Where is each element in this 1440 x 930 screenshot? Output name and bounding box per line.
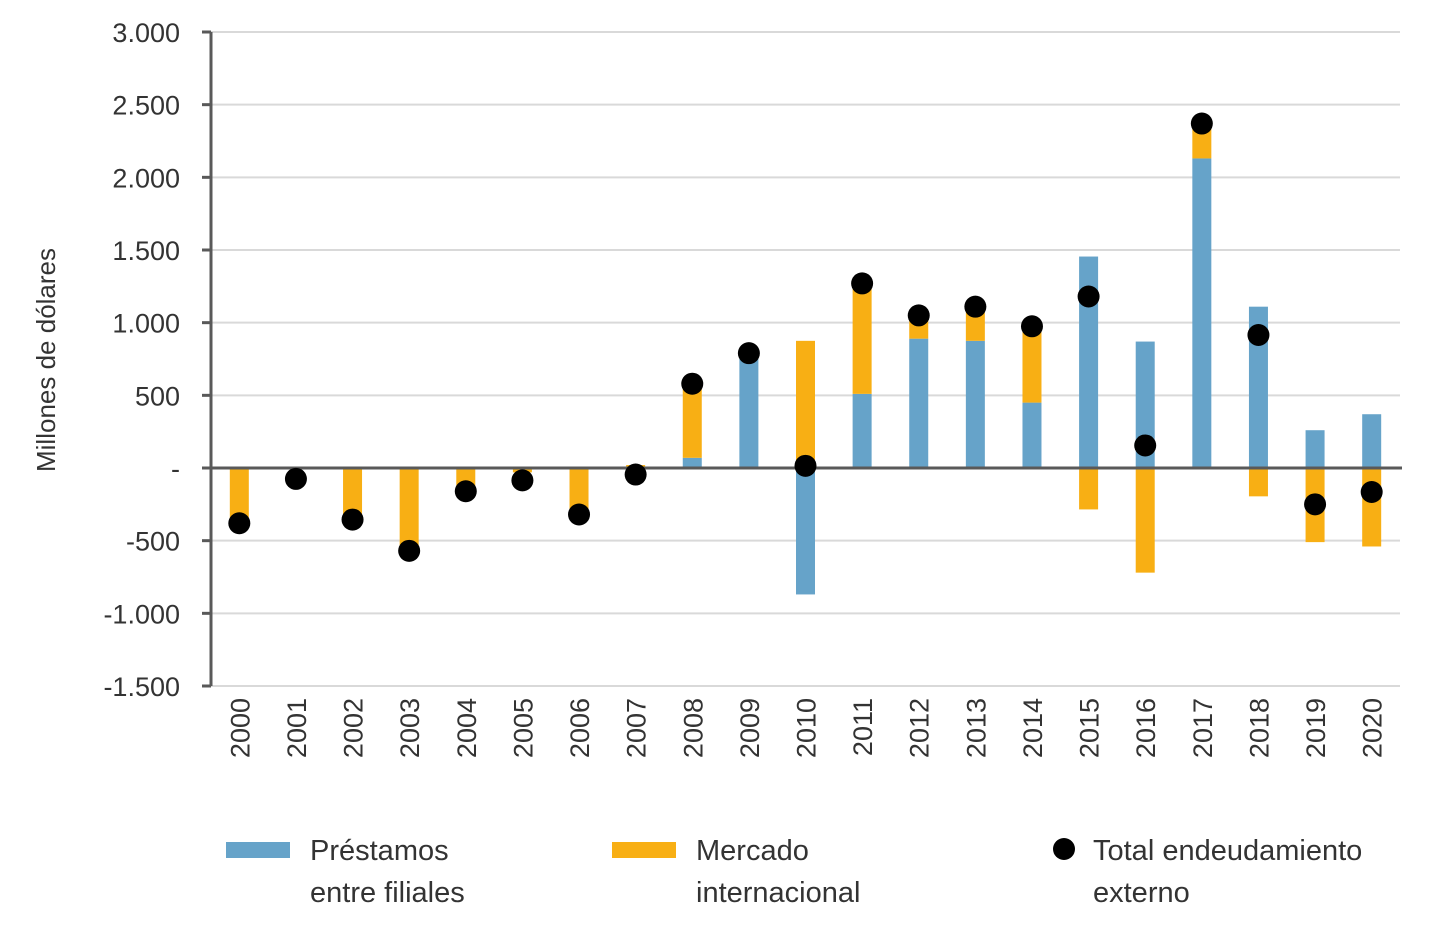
x-tick-label: 2019: [1301, 698, 1331, 758]
bar-mercado-2008: [682, 384, 702, 458]
bar-mercado-2010: [796, 340, 815, 468]
x-tick-label: 2012: [905, 698, 935, 758]
bar-mercado-2011: [852, 283, 872, 394]
y-tick-label: 500: [135, 381, 180, 411]
dot-total-2005: [511, 469, 534, 492]
bar-prestamos-2014: [1022, 402, 1042, 468]
dot-total-2013: [964, 295, 987, 318]
y-tick-label: 2.500: [112, 91, 180, 121]
x-tick-label: 2008: [678, 698, 708, 758]
x-tick-label: 2020: [1358, 698, 1388, 758]
dot-total-2011: [851, 272, 874, 295]
bar-prestamos-2019: [1305, 430, 1325, 468]
dot-total-2018: [1247, 324, 1270, 347]
bar-prestamos-2009: [739, 355, 759, 468]
dot-total-2008: [681, 372, 704, 395]
legend-label-prestamos: Préstamos entre filiales: [310, 835, 465, 909]
dot-total-2019: [1304, 493, 1327, 516]
x-tick-label: 2011: [848, 698, 878, 756]
legend-dot-total: [1053, 838, 1075, 860]
x-tick-label: 2004: [452, 698, 482, 758]
dot-total-2009: [737, 342, 760, 365]
dot-total-2004: [454, 480, 477, 503]
bar-prestamos-2018: [1248, 306, 1268, 468]
dot-total-2006: [568, 503, 591, 526]
x-tick-label: 2000: [225, 698, 255, 758]
chart: -1.500-1.000-500-5001.0001.5002.0002.500…: [31, 18, 1402, 758]
dot-total-2010: [794, 454, 817, 477]
legend-item-prestamos: Préstamos entre filiales: [226, 830, 465, 914]
bar-mercado-2020: [1362, 468, 1382, 547]
bar-mercado-2017: [1192, 128, 1212, 159]
dot-total-2015: [1077, 285, 1100, 308]
bar-mercado-2000: [229, 468, 249, 522]
legend-label-mercado: Mercado internacional: [696, 835, 861, 909]
x-tick-label: 2009: [735, 698, 765, 758]
x-tick-label: 2003: [395, 698, 425, 758]
dot-total-2000: [228, 512, 251, 535]
bars: [229, 128, 1382, 595]
bar-mercado-2016: [1135, 468, 1155, 573]
y-tick-label: -1.000: [103, 599, 180, 629]
bar-prestamos-2008: [682, 457, 702, 468]
total-dots: [228, 112, 1383, 562]
bar-prestamos-2011: [852, 393, 872, 468]
bar-prestamos-2013: [965, 340, 985, 468]
y-axis-label: Millones de dólares: [31, 248, 61, 472]
legend-item-mercado: Mercado internacional: [612, 830, 860, 914]
x-tick-label: 2010: [792, 698, 822, 758]
y-tick-label: 3.000: [112, 18, 180, 48]
bar-mercado-2015: [1079, 468, 1099, 510]
bar-mercado-2006: [569, 468, 589, 512]
bar-prestamos-2015: [1079, 256, 1099, 468]
bar-prestamos-2012: [909, 338, 929, 468]
x-tick-label: 2002: [339, 698, 369, 758]
dot-total-2017: [1190, 112, 1213, 135]
x-tick-label: 2017: [1188, 698, 1218, 758]
dot-total-2016: [1134, 434, 1157, 457]
y-tick-label: -1.500: [103, 672, 180, 702]
dot-total-2020: [1360, 480, 1383, 503]
x-tick-label: 2006: [565, 698, 595, 758]
y-tick-label: -500: [126, 527, 180, 557]
dot-total-2007: [624, 463, 647, 486]
x-tick-label: 2016: [1131, 698, 1161, 758]
x-tick-label: 2018: [1244, 698, 1274, 758]
bar-mercado-2002: [343, 468, 363, 518]
bar-prestamos-2010: [796, 468, 815, 595]
x-tick-labels: 2000 2001 2002 2003 2004 2005 2006 2007 2008 2009…: [225, 698, 1387, 758]
x-tick-label: 2007: [622, 698, 652, 758]
bar-mercado-2014: [1022, 330, 1042, 403]
y-tick-label: 2.000: [112, 163, 180, 193]
x-tick-label: 2005: [508, 698, 538, 758]
y-tick-label: -: [171, 454, 180, 484]
x-tick-label: 2013: [961, 698, 991, 758]
dot-total-2012: [907, 304, 930, 327]
legend-swatch-prestamos: [226, 842, 290, 858]
y-tick-labels: -1.500-1.000-500-5001.0001.5002.0002.500…: [103, 18, 180, 702]
dot-total-2014: [1020, 315, 1043, 338]
x-tick-label: 2015: [1075, 698, 1105, 758]
bar-prestamos-2020: [1362, 414, 1382, 468]
bar-mercado-2018: [1248, 468, 1268, 497]
legend-label-total: Total endeudamiento externo: [1093, 835, 1363, 909]
bar-mercado-2003: [399, 468, 419, 551]
x-tick-label: 2014: [1018, 698, 1048, 758]
x-tick-label: 2001: [282, 698, 312, 758]
dot-total-2002: [341, 508, 364, 531]
dot-total-2001: [284, 467, 307, 490]
dot-total-2003: [398, 539, 421, 562]
y-tick-label: 1.500: [112, 236, 180, 266]
y-tick-label: 1.000: [112, 309, 180, 339]
legend-swatch-mercado: [612, 842, 676, 858]
bar-prestamos-2017: [1192, 158, 1212, 468]
legend-item-total: Total endeudamiento externo: [1053, 830, 1362, 914]
